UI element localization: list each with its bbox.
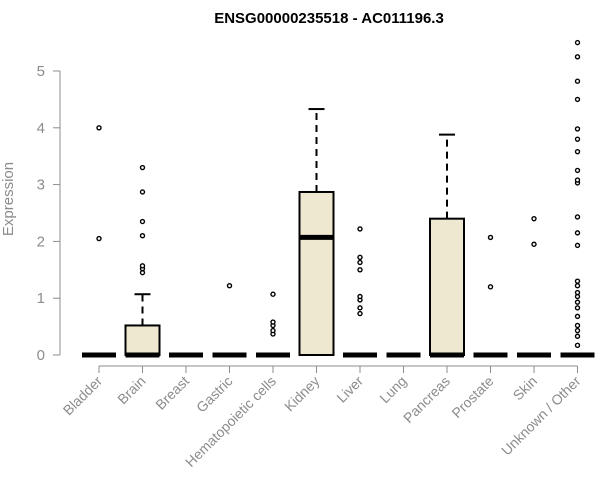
- outlier-point: [574, 230, 581, 236]
- outlier-point: [357, 254, 363, 261]
- outlier-point: [487, 284, 494, 290]
- y-tick-label: 2: [37, 233, 45, 250]
- outlier-point: [357, 305, 363, 311]
- outlier-point: [574, 322, 581, 329]
- x-tick-label: Brain: [114, 373, 148, 407]
- outlier-point: [270, 327, 276, 334]
- outlier-point: [574, 299, 581, 305]
- boxplots: [82, 39, 595, 358]
- outlier-point: [574, 214, 581, 220]
- outlier-point: [139, 164, 146, 171]
- outlier-point: [139, 218, 146, 225]
- box-prostate: [473, 234, 508, 358]
- outlier-point: [574, 39, 581, 46]
- outlier-point: [270, 291, 276, 297]
- y-axis: 0 1 2 3 4 5: [37, 63, 61, 364]
- outlier-point: [96, 235, 102, 242]
- outlier-point: [139, 233, 146, 239]
- outlier-point: [531, 241, 537, 247]
- x-tick-label: Breast: [152, 373, 192, 413]
- outlier-point: [487, 234, 494, 241]
- x-tick-label: Prostate: [448, 373, 496, 421]
- x-tick-label: Unknown / Other: [498, 373, 584, 459]
- outlier-point: [574, 54, 581, 60]
- box-body: [124, 324, 161, 356]
- outlier-point: [357, 267, 363, 273]
- y-tick-label: 5: [37, 63, 45, 80]
- x-tick-label: Lung: [376, 373, 409, 406]
- box-kidney: [298, 108, 335, 356]
- outlier-point: [357, 259, 363, 266]
- outlier-point: [574, 313, 581, 320]
- y-tick-label: 1: [37, 290, 45, 307]
- outlier-point: [96, 125, 102, 131]
- x-tick-label: Liver: [333, 373, 366, 406]
- x-tick-label: Skin: [510, 373, 541, 404]
- outlier-point: [574, 126, 581, 132]
- outlier-point: [574, 177, 581, 183]
- outlier-point: [531, 215, 537, 222]
- outlier-point: [574, 342, 581, 349]
- y-tick-label: 0: [37, 347, 45, 364]
- outlier-point: [574, 327, 581, 334]
- box-bladder: [82, 125, 116, 358]
- box-body: [298, 190, 335, 356]
- outlier-point: [270, 319, 276, 325]
- outlier-point: [574, 78, 581, 84]
- outlier-point: [574, 96, 581, 103]
- box-brain: [124, 164, 161, 358]
- outlier-point: [357, 293, 363, 300]
- outlier-point: [574, 333, 581, 339]
- outlier-point: [574, 136, 581, 142]
- box-skin: [517, 215, 551, 358]
- outlier-point: [139, 263, 146, 269]
- x-tick-label: Bladder: [60, 373, 106, 419]
- y-tick-label: 4: [37, 120, 45, 137]
- outlier-point: [139, 189, 146, 195]
- outlier-point: [226, 283, 233, 289]
- box-body: [429, 217, 465, 356]
- x-tick-label: Pancreas: [400, 373, 453, 426]
- outlier-point: [574, 148, 581, 155]
- box-hematopoietic-cells: [256, 291, 290, 358]
- outlier-point: [574, 242, 581, 249]
- chart-title: ENSG00000235518 - AC011196.3: [214, 10, 444, 27]
- y-tick-label: 3: [37, 177, 45, 194]
- x-tick-label: Kidney: [281, 373, 323, 415]
- box-pancreas: [429, 133, 465, 358]
- outlier-point: [574, 283, 581, 289]
- y-axis-label: Expression: [0, 162, 17, 236]
- outlier-point: [357, 310, 363, 317]
- box-gastric: [212, 283, 247, 358]
- outlier-point: [574, 167, 581, 174]
- outlier-point: [574, 289, 581, 296]
- x-tick-label: Gastric: [193, 373, 236, 416]
- outlier-point: [574, 305, 581, 311]
- outlier-point: [357, 226, 363, 232]
- box-liver: [343, 226, 377, 358]
- box-unknown-other: [560, 39, 595, 358]
- outlier-point: [574, 278, 581, 284]
